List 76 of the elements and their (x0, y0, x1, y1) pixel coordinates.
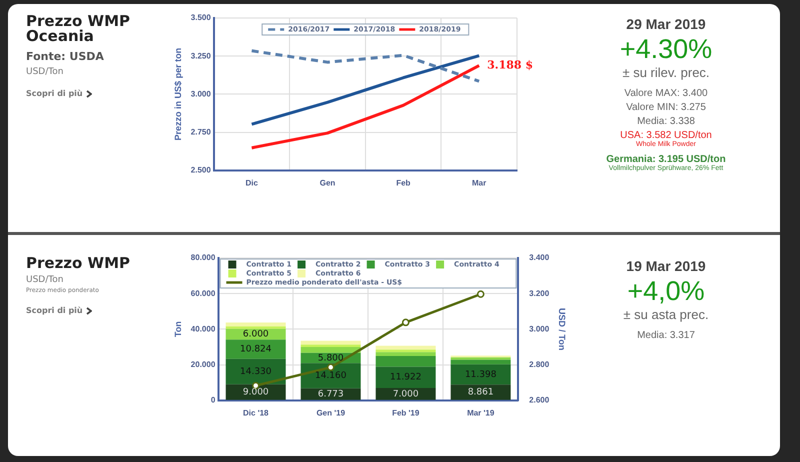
source-note: Fonte: USDA (26, 50, 104, 63)
y-tick-label: 40.000 (190, 324, 216, 334)
x-tick-label: Mar (472, 178, 486, 188)
y2-tick-label: 2.800 (529, 360, 550, 370)
bar (376, 352, 436, 356)
bar (450, 384, 511, 400)
bar (226, 340, 286, 359)
data-label: 5.800 (318, 353, 344, 364)
text: ± su rilev. prec. (621, 65, 711, 80)
annotation: 3.188 $ (487, 58, 534, 72)
x-tick-label: Dic (245, 178, 258, 188)
y-tick-label: 80.000 (190, 253, 216, 262)
text: USD/Ton (26, 67, 64, 77)
data-label: 7.000 (392, 389, 419, 400)
x-tick-label: Gen '19 (316, 408, 346, 418)
data-label: 14.160 (314, 371, 347, 382)
x-tick-label: Feb (396, 178, 411, 188)
data-label: 6.773 (318, 389, 344, 400)
y-tick-label: 60.000 (190, 288, 216, 298)
bar (450, 360, 511, 364)
y2-tick-label: 2.600 (529, 396, 550, 405)
bar (376, 346, 436, 350)
y-axis-title: Ton (172, 321, 183, 338)
bar (376, 356, 436, 367)
x-tick-label: Mar '19 (467, 408, 495, 418)
point (326, 364, 334, 372)
data-label: 10.824 (240, 344, 272, 355)
point (402, 318, 410, 326)
text: USD/Ton (26, 275, 64, 285)
bar (300, 346, 361, 353)
y-tick-label: 0 (210, 396, 216, 405)
y-tick-label: 3.500 (190, 13, 212, 22)
y-tick-label: 3.250 (190, 51, 212, 60)
y2-tick-label: 3.400 (529, 253, 550, 262)
bar (226, 322, 286, 326)
y-tick-label: 3.000 (190, 89, 212, 98)
data-label: 11.922 (390, 372, 422, 383)
bar (300, 340, 361, 345)
bar (450, 364, 511, 385)
text: +4,0% (626, 276, 706, 307)
text: Germania: 3.195 USD/ton (605, 154, 727, 165)
data-label: 8.861 (468, 388, 494, 398)
text: +4.30% (618, 34, 714, 65)
text: USA: 3.582 USD/ton (619, 130, 713, 141)
data-label: 14.330 (240, 366, 272, 377)
text: Prezzo WMP Oceania (26, 12, 132, 45)
data-label: 9.000 (242, 387, 269, 398)
data-label: 11.398 (464, 370, 497, 380)
text: Prezzo WMP (26, 254, 132, 272)
x-tick-label: Feb '19 (392, 408, 420, 418)
bar (376, 366, 436, 388)
bar (300, 363, 361, 388)
bar (376, 388, 436, 400)
y2-axis-title: USD / Ton (557, 308, 568, 350)
y-tick-label: 2.500 (190, 166, 212, 175)
line-series (250, 49, 481, 83)
y-tick-label: 20.000 (190, 360, 216, 370)
text: 29 Mar 2019 (625, 16, 707, 32)
text: 19 Mar 2019 (625, 258, 707, 274)
text: Scopri di più (26, 89, 83, 98)
text: Media: 3.317 (637, 330, 695, 341)
text: Valore MAX: 3.400 (623, 88, 709, 99)
y-axis-title: Prezzo in US$ per ton (172, 48, 183, 140)
text: ± su asta prec. (623, 307, 709, 322)
data-label: 6.000 (242, 330, 269, 340)
bar (226, 326, 286, 329)
y2-tick-label: 3.200 (529, 288, 550, 298)
x-tick-label: Gen (320, 178, 336, 188)
x-tick-label: Dic '18 (243, 408, 270, 418)
text: Media: 3.338 (636, 116, 696, 127)
bar (376, 350, 436, 352)
y-tick-label: 2.750 (190, 128, 212, 137)
y2-tick-label: 3.000 (529, 324, 550, 334)
point (476, 290, 484, 298)
text: Scopri di più (26, 306, 83, 315)
text: Valore MIN: 3.275 (625, 102, 707, 113)
